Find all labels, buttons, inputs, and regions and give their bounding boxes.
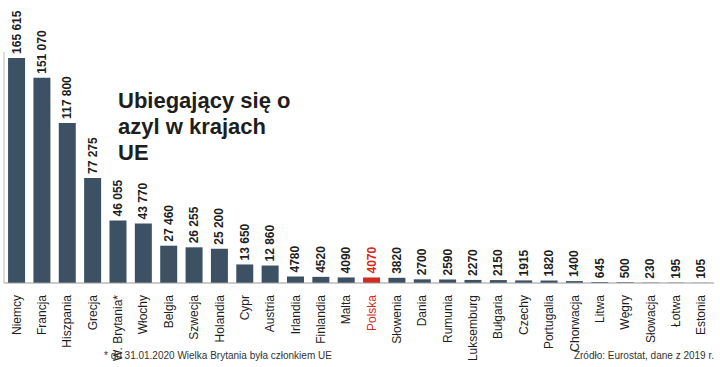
svg-text:Francja: Francja [35, 295, 49, 335]
svg-text:195: 195 [669, 258, 683, 278]
svg-text:Łotwa: Łotwa [669, 295, 683, 327]
svg-text:117 800: 117 800 [60, 76, 74, 119]
svg-text:12 860: 12 860 [263, 224, 277, 261]
svg-text:Finlandia: Finlandia [314, 295, 328, 344]
html-text:* do 31.01.2020 Wielka Brytani: * do 31.01.2020 Wielka Brytania była czł… [104, 350, 332, 361]
svg-text:43 770: 43 770 [136, 182, 150, 219]
svg-text:105: 105 [694, 259, 708, 279]
svg-text:Cypr: Cypr [238, 295, 252, 320]
svg-text:Niemcy: Niemcy [10, 295, 24, 335]
svg-text:Dania: Dania [415, 295, 429, 327]
svg-text:2150: 2150 [491, 249, 505, 276]
svg-text:4070: 4070 [365, 246, 379, 273]
svg-text:Węgry: Węgry [618, 295, 632, 330]
svg-text:Malta: Malta [339, 295, 353, 325]
svg-text:4090: 4090 [339, 246, 353, 273]
svg-text:1820: 1820 [542, 250, 556, 277]
svg-text:27 460: 27 460 [162, 205, 176, 242]
svg-text:230: 230 [643, 258, 657, 278]
svg-text:13 650: 13 650 [238, 223, 252, 260]
svg-text:1915: 1915 [517, 249, 531, 276]
svg-text:W. Brytania*: W. Brytania* [111, 295, 126, 361]
svg-text:Chorwacja: Chorwacja [568, 295, 582, 352]
svg-text:Szwecja: Szwecja [187, 295, 201, 340]
svg-text:165 615: 165 615 [10, 10, 24, 54]
svg-text:2270: 2270 [466, 249, 480, 276]
svg-text:25 200: 25 200 [212, 208, 226, 245]
svg-text:645: 645 [593, 258, 607, 278]
svg-text:Czechy: Czechy [517, 295, 531, 335]
svg-text:26 255: 26 255 [187, 206, 201, 243]
svg-text:Bułgaria: Bułgaria [491, 295, 505, 339]
svg-text:Belgia: Belgia [162, 295, 176, 329]
svg-text:500: 500 [618, 258, 632, 278]
svg-text:Rumunia: Rumunia [441, 295, 455, 343]
svg-text:2590: 2590 [441, 248, 455, 275]
svg-text:4780: 4780 [288, 245, 302, 272]
svg-text:Grecja: Grecja [86, 295, 100, 331]
svg-text:Estonia: Estonia [694, 295, 708, 335]
svg-text:3820: 3820 [390, 247, 404, 274]
svg-text:1400: 1400 [567, 250, 581, 277]
svg-text:Litwa: Litwa [593, 295, 607, 323]
svg-text:46 055: 46 055 [111, 179, 125, 216]
svg-text:Austria: Austria [263, 295, 277, 333]
svg-text:Portugalia: Portugalia [542, 295, 556, 349]
svg-text:4520: 4520 [314, 246, 328, 273]
svg-text:Słowenia: Słowenia [390, 295, 404, 344]
svg-text:Irlandia: Irlandia [289, 295, 303, 335]
svg-text:77 275: 77 275 [86, 137, 100, 174]
svg-text:Słowacja: Słowacja [644, 295, 658, 343]
svg-text:Hiszpania: Hiszpania [60, 295, 74, 348]
svg-text:Luksemburg: Luksemburg [466, 295, 480, 361]
svg-text:Polska: Polska [365, 295, 379, 331]
svg-text:2700: 2700 [415, 248, 429, 275]
svg-text:Włochy: Włochy [136, 295, 150, 334]
html-text:Źródło: Eurostat, dane z 2019: Źródło: Eurostat, dane z 2019 r. [573, 350, 714, 361]
svg-text:151 070: 151 070 [35, 30, 49, 74]
svg-text:Holandia: Holandia [213, 295, 227, 343]
html-text:Ubiegający się o azyl w krajac: Ubiegający się o azyl w krajach UE [118, 88, 291, 165]
